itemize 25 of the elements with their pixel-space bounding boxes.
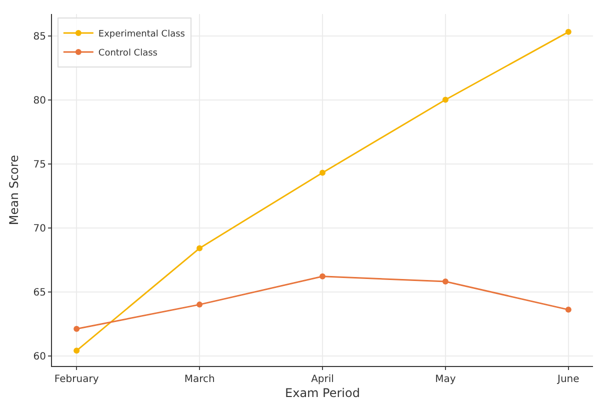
- legend-label: Experimental Class: [98, 30, 186, 40]
- point: [442, 96, 448, 103]
- x-tick-label: April: [311, 374, 334, 385]
- x-tick-label: May: [435, 374, 456, 385]
- point: [565, 306, 572, 313]
- point: [196, 245, 203, 252]
- point: [565, 28, 572, 35]
- x-axis-title: Exam Period: [285, 386, 360, 400]
- x-tick-label: June: [556, 374, 580, 385]
- point: [74, 348, 80, 354]
- point: [74, 326, 80, 332]
- point: [442, 278, 448, 285]
- x-tick-label: February: [54, 374, 99, 385]
- y-tick-label: 65: [33, 287, 46, 298]
- y-tick-label: 75: [33, 159, 46, 170]
- legend-label: Control Class: [98, 48, 158, 59]
- x-tick-label: March: [184, 374, 215, 385]
- point: [320, 170, 326, 176]
- y-axis-title: Mean Score: [7, 154, 21, 226]
- y-tick-label: 70: [33, 223, 46, 234]
- point: [196, 302, 203, 308]
- y-tick-label: 60: [33, 351, 46, 362]
- point: [320, 273, 326, 280]
- y-tick-label: 85: [33, 31, 46, 42]
- y-tick-label: 80: [33, 95, 46, 106]
